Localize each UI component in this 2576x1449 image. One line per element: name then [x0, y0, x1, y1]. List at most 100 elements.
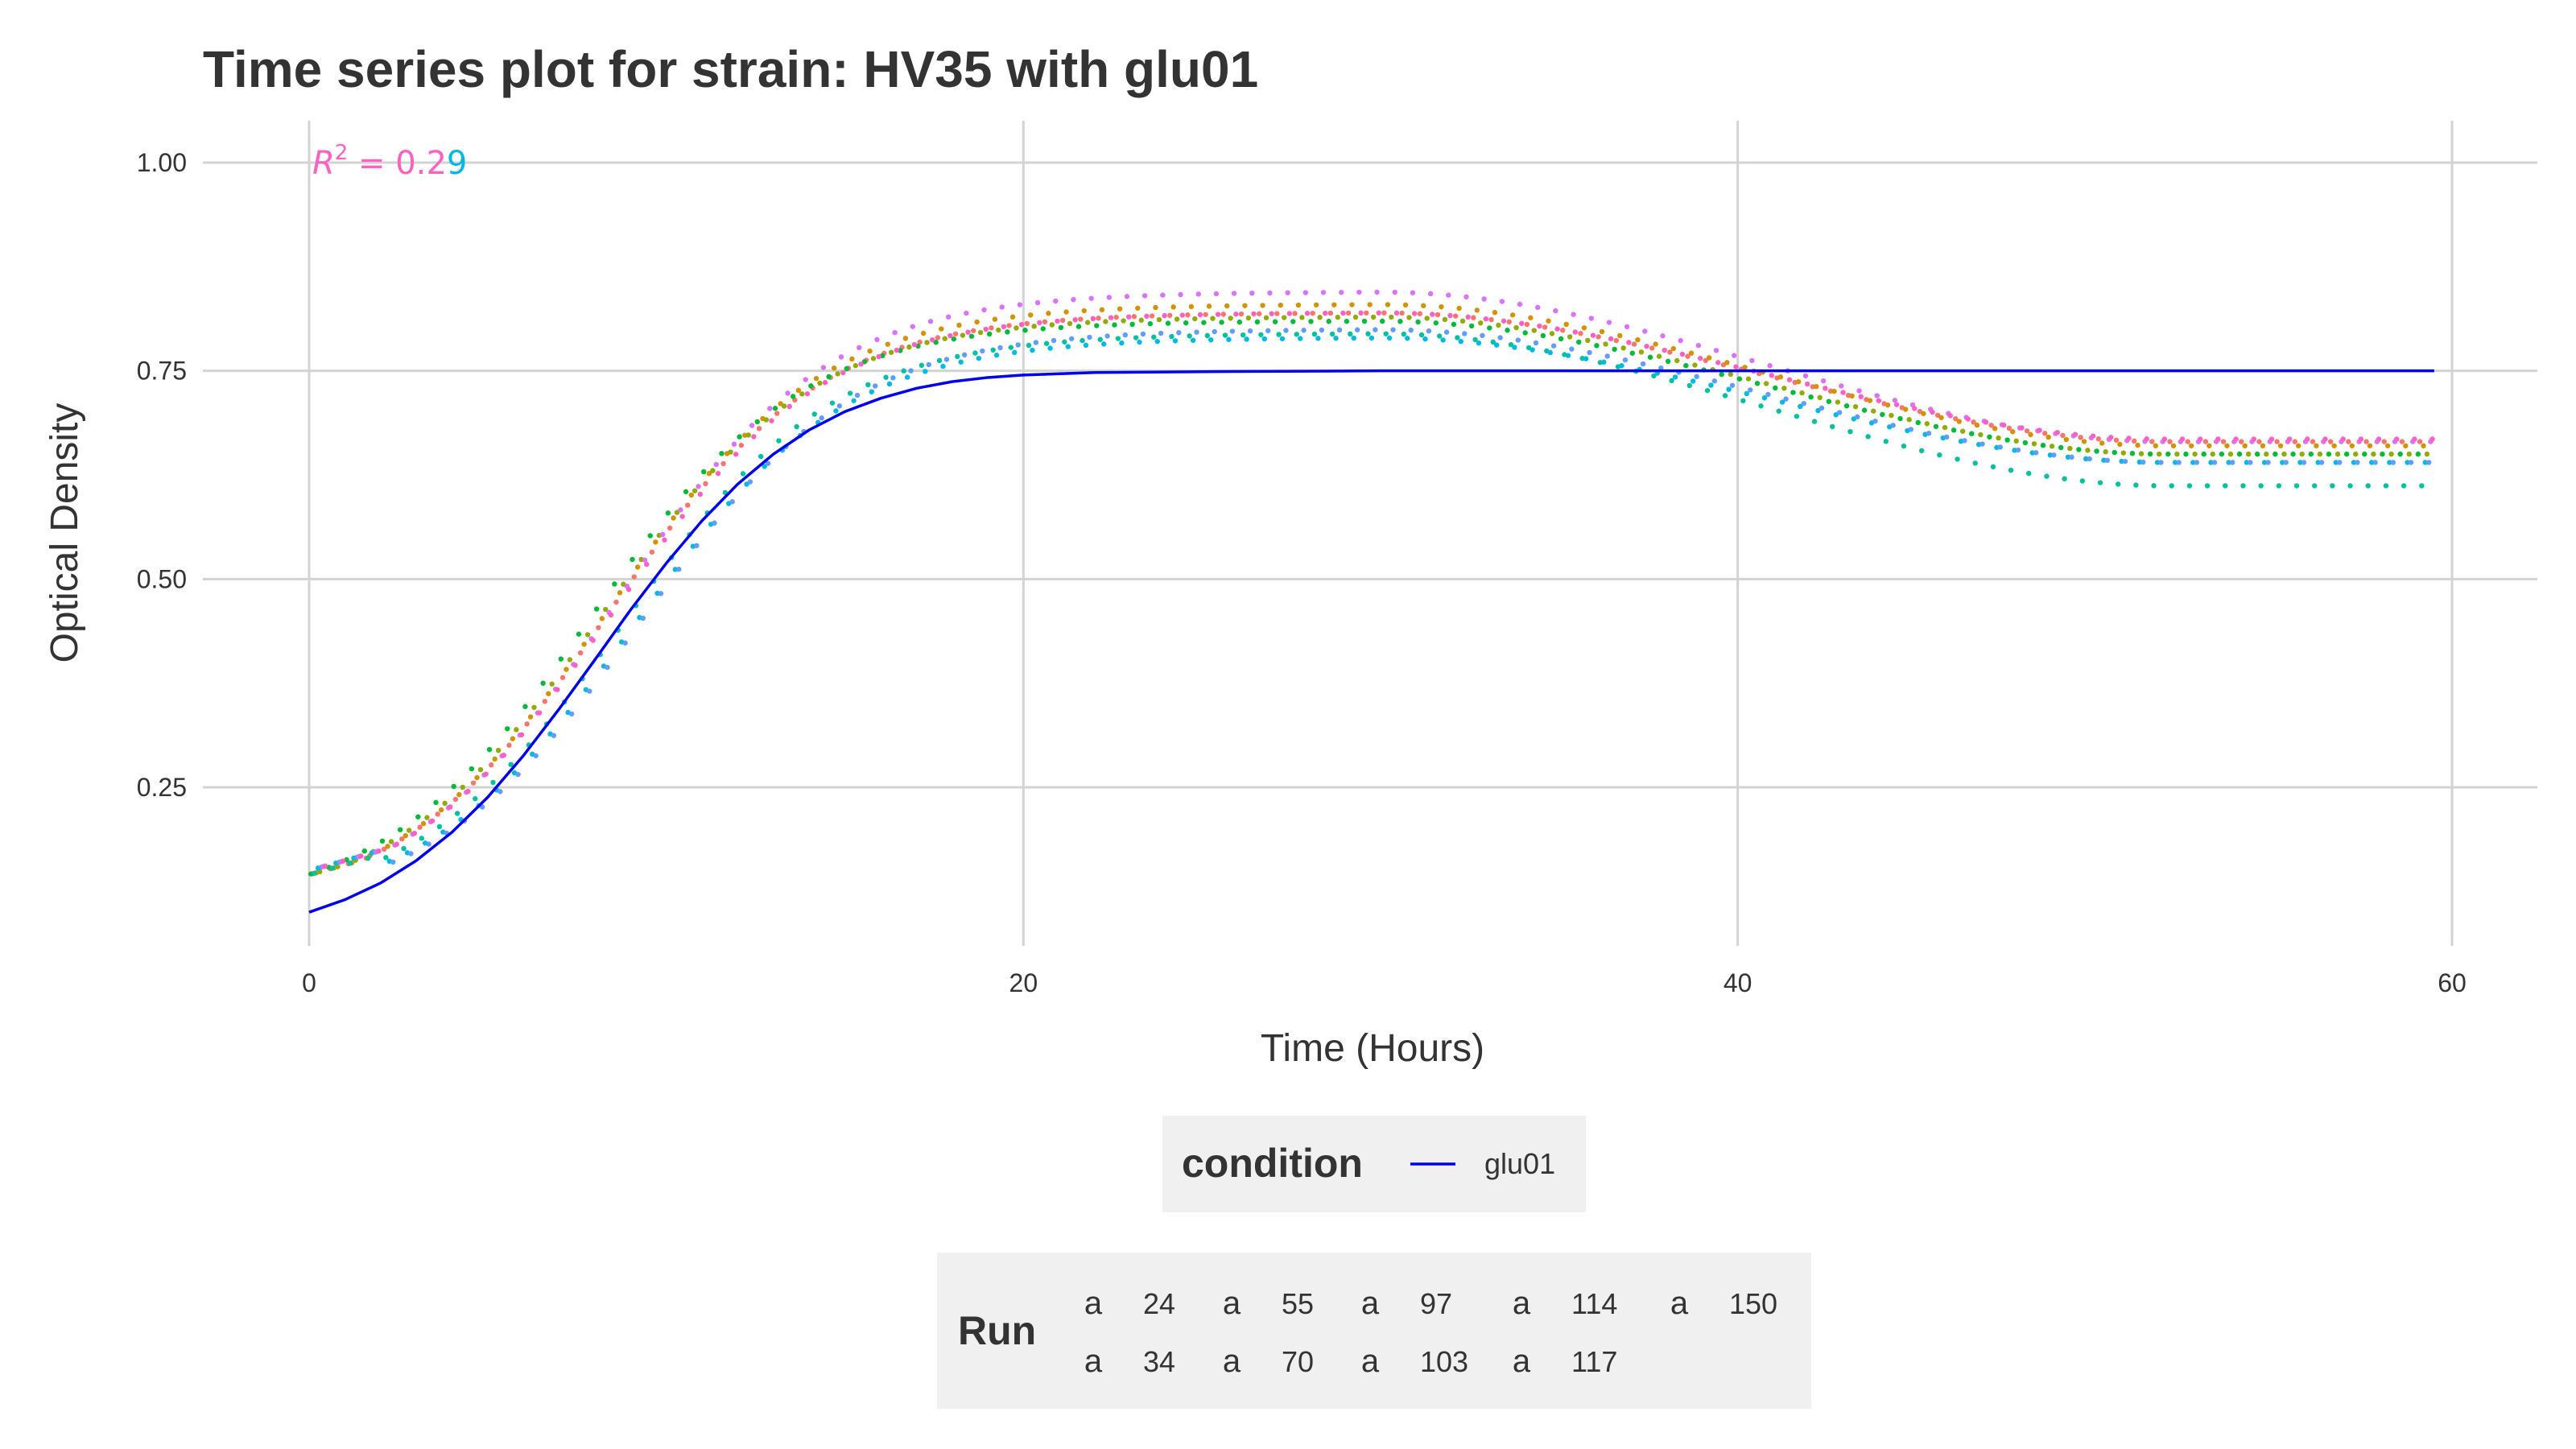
- data-point: [1084, 320, 1091, 325]
- data-point: [904, 374, 910, 380]
- data-point: [986, 331, 993, 337]
- data-point: [564, 667, 569, 672]
- data-point: [1053, 298, 1059, 304]
- data-point: [2349, 443, 2355, 448]
- run-legend-key-34: a: [1084, 1344, 1103, 1379]
- data-point: [1249, 290, 1255, 296]
- data-point: [926, 361, 931, 368]
- data-point: [1488, 316, 1494, 323]
- data-point: [2042, 431, 2048, 436]
- data-point: [1988, 423, 1994, 428]
- data-point: [394, 841, 399, 847]
- data-point: [1547, 349, 1553, 356]
- data-point: [829, 400, 836, 406]
- data-point: [1695, 342, 1702, 349]
- data-point: [694, 543, 700, 548]
- data-point: [1515, 337, 1521, 343]
- data-point: [1440, 337, 1446, 343]
- data-point: [1344, 318, 1350, 324]
- data-point: [1571, 312, 1576, 317]
- data-point: [559, 675, 566, 680]
- data-point: [1140, 331, 1146, 337]
- data-point: [1767, 363, 1773, 369]
- data-point: [683, 489, 689, 494]
- data-point: [2283, 460, 2289, 465]
- run-legend-label-55: 55: [1282, 1287, 1314, 1320]
- data-points: [308, 289, 2435, 877]
- data-point: [1583, 356, 1589, 361]
- data-point: [1761, 395, 1768, 401]
- data-point: [1776, 408, 1781, 414]
- data-point: [2079, 478, 2086, 484]
- data-point: [1990, 464, 1996, 470]
- data-point: [2314, 443, 2319, 448]
- data-point: [2399, 439, 2405, 444]
- data-point: [1009, 314, 1016, 320]
- data-point: [1815, 407, 1821, 414]
- data-point: [1058, 324, 1064, 331]
- data-point: [2188, 443, 2194, 448]
- y-tick-label: 0.25: [137, 773, 187, 802]
- x-axis-ticks: 0 20 40 60: [302, 968, 2467, 997]
- data-point: [608, 612, 614, 618]
- data-point: [1065, 344, 1071, 349]
- data-point: [2117, 441, 2123, 448]
- data-point: [442, 800, 448, 807]
- data-point: [2210, 451, 2215, 457]
- data-point: [2308, 451, 2314, 457]
- data-point: [2240, 483, 2246, 489]
- data-point: [1902, 407, 1909, 412]
- data-point: [1670, 345, 1677, 352]
- data-point: [2397, 451, 2403, 457]
- data-point: [1301, 328, 1307, 333]
- data-point: [696, 484, 701, 489]
- data-point: [1969, 431, 1975, 436]
- data-point: [1799, 390, 1805, 396]
- data-point: [2245, 451, 2252, 457]
- data-point: [952, 331, 959, 336]
- data-point: [527, 714, 534, 720]
- data-point: [671, 515, 676, 521]
- data-point: [886, 381, 893, 387]
- data-point: [1733, 364, 1739, 369]
- data-point: [2403, 443, 2409, 448]
- data-point: [2172, 460, 2178, 465]
- data-point: [1122, 332, 1128, 338]
- data-point: [454, 811, 460, 816]
- data-point: [940, 363, 946, 369]
- data-point: [2415, 451, 2421, 457]
- data-point: [2261, 460, 2268, 465]
- data-point: [1442, 316, 1448, 323]
- data-point: [2112, 449, 2117, 456]
- data-point: [1835, 399, 1841, 405]
- data-point: [2013, 438, 2019, 444]
- data-point: [1229, 328, 1236, 334]
- data-point: [1451, 321, 1457, 328]
- data-point: [873, 383, 878, 389]
- data-point: [2120, 450, 2127, 456]
- data-point: [1026, 342, 1032, 349]
- data-point: [1315, 336, 1321, 341]
- data-point: [1121, 318, 1126, 324]
- data-point: [977, 329, 984, 336]
- data-point: [340, 858, 346, 864]
- data-point: [817, 380, 823, 386]
- data-point: [489, 762, 494, 768]
- data-point: [1679, 351, 1686, 357]
- data-point: [844, 365, 849, 372]
- data-point: [1956, 419, 1962, 424]
- data-point: [1049, 322, 1055, 328]
- data-point: [1918, 448, 1925, 454]
- data-point: [465, 788, 471, 795]
- data-point: [1242, 303, 1248, 308]
- data-point: [1933, 423, 1939, 429]
- data-point: [1972, 460, 1978, 466]
- data-point: [599, 616, 605, 621]
- data-point: [1037, 320, 1042, 326]
- run-legend-key-117: a: [1513, 1344, 1531, 1379]
- data-point: [942, 336, 947, 341]
- data-point: [713, 461, 719, 468]
- data-point: [1063, 309, 1069, 315]
- data-point: [2067, 445, 2073, 452]
- data-point: [2367, 443, 2373, 448]
